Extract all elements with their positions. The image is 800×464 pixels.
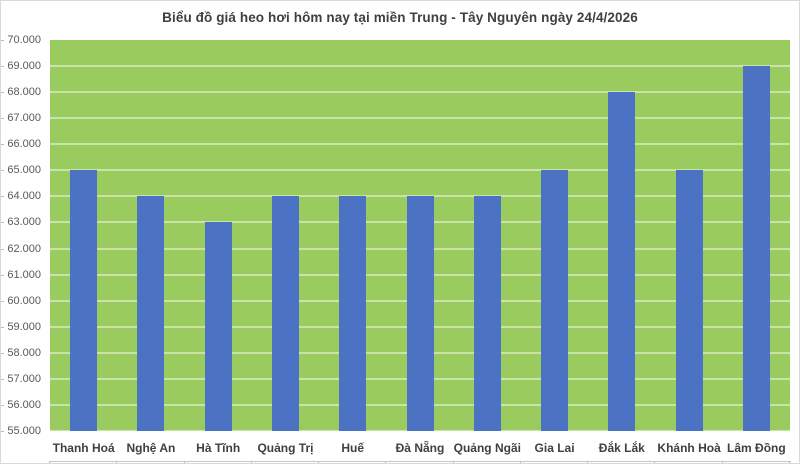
x-category-label: Nghệ An [126, 441, 176, 455]
y-tick-label: 62.000 [7, 242, 41, 255]
y-axis-tick [1, 40, 4, 41]
y-axis-tick [1, 326, 4, 328]
bar-hà-tĩnh [204, 222, 232, 431]
y-axis-tick [1, 118, 4, 120]
y-tick-label: 64.000 [7, 190, 41, 203]
y-tick-label: 57.000 [7, 372, 41, 385]
x-axis-tick [250, 461, 252, 463]
x-axis-line [49, 461, 791, 462]
chart-title: Biểu đồ giá heo hơi hôm nay tại miền Tru… [162, 10, 638, 25]
x-category-label: Đắk Lắk [598, 441, 645, 455]
bar-đà-nẵng [406, 196, 434, 431]
y-axis-tick [1, 144, 4, 146]
y-tick-label: 63.000 [7, 216, 41, 229]
y-tick-label: 66.000 [7, 138, 41, 151]
gridline [50, 143, 790, 146]
gridline [50, 195, 790, 198]
y-axis-tick [1, 222, 4, 224]
gridline [50, 169, 790, 172]
x-category-label: Khánh Hoà [657, 441, 721, 455]
bar-nghệ-an [137, 196, 165, 431]
x-axis-tick [385, 461, 387, 463]
x-axis-tick [49, 461, 50, 463]
x-axis-tick [654, 461, 656, 463]
y-axis-tick [1, 274, 4, 276]
y-axis-tick [1, 404, 4, 406]
x-axis-tick [183, 461, 185, 463]
bar-lâm-đồng [742, 66, 770, 431]
x-category-label: Huế [341, 441, 365, 455]
x-category-label: Gia Lai [534, 441, 575, 455]
x-category-label: Quảng Trị [257, 441, 314, 455]
y-tick-label: 70.000 [7, 34, 41, 46]
y-axis-tick [1, 300, 4, 302]
y-tick-label: 55.000 [7, 425, 41, 437]
y-tick-label: 67.000 [7, 112, 41, 125]
y-axis-tick [1, 352, 4, 354]
x-category-label: Thanh Hoá [52, 441, 115, 455]
y-axis-tick [1, 92, 4, 94]
x-category-label: Quảng Ngãi [453, 441, 521, 455]
bar-thanh-hoá [70, 170, 98, 431]
x-axis-tick [519, 461, 521, 463]
gridline [50, 117, 790, 120]
x-axis-tick [116, 461, 118, 463]
plot-area [50, 40, 790, 431]
y-axis-tick [1, 196, 4, 198]
bar-khánh-hoà [675, 170, 703, 431]
x-axis-tick [789, 461, 790, 463]
y-axis-tick [1, 66, 4, 68]
gridline [50, 65, 790, 68]
y-tick-label: 59.000 [7, 320, 41, 333]
x-category-label: Lâm Đồng [727, 441, 786, 455]
gridline [50, 91, 790, 94]
y-tick-label: 56.000 [7, 398, 41, 411]
y-tick-label: 58.000 [7, 346, 41, 359]
y-tick-label: 69.000 [7, 60, 41, 73]
bar-quảng-trị [271, 196, 299, 431]
x-axis-tick [318, 461, 320, 463]
x-category-label: Hà Tĩnh [196, 441, 241, 455]
y-tick-label: 60.000 [7, 294, 41, 307]
bar-huế [339, 196, 367, 431]
y-tick-label: 61.000 [7, 268, 41, 281]
x-axis-tick [721, 461, 723, 463]
bar-gia-lai [541, 170, 569, 431]
bar-quảng-ngãi [473, 196, 501, 431]
y-axis-tick [1, 431, 4, 432]
x-category-label: Đà Nẵng [395, 441, 445, 455]
x-axis-tick [452, 461, 454, 463]
y-axis-tick [1, 248, 4, 250]
y-tick-label: 65.000 [7, 164, 41, 177]
y-tick-label: 68.000 [7, 86, 41, 99]
y-axis-tick [1, 378, 4, 380]
y-axis-tick [1, 170, 4, 172]
x-axis-tick [587, 461, 589, 463]
bar-đắk-lắk [608, 92, 636, 431]
